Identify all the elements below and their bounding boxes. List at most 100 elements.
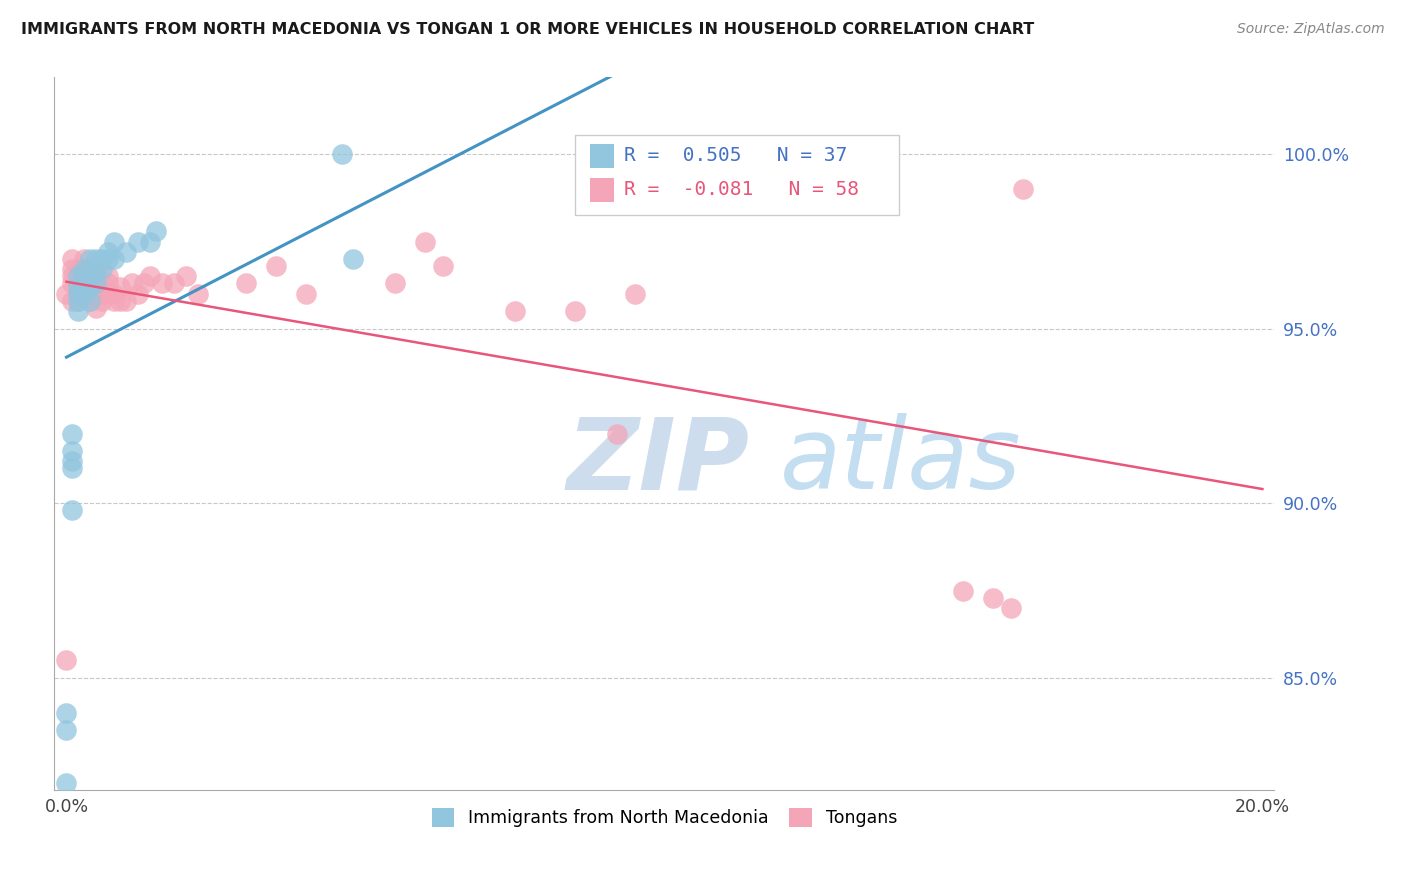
Point xyxy=(86,286,108,301)
Point xyxy=(134,277,156,291)
Point xyxy=(103,252,125,266)
Point xyxy=(67,293,90,308)
Point xyxy=(86,301,108,315)
Point xyxy=(127,286,149,301)
Point xyxy=(432,259,454,273)
Point xyxy=(73,252,96,266)
Point xyxy=(654,147,676,161)
Point xyxy=(97,252,120,266)
Point xyxy=(127,235,149,249)
Point xyxy=(62,444,84,458)
Point xyxy=(110,280,132,294)
Point xyxy=(67,277,90,291)
Point xyxy=(67,280,90,294)
Point xyxy=(55,653,77,667)
Point xyxy=(97,286,120,301)
Point xyxy=(139,235,162,249)
Point xyxy=(86,277,108,291)
Point xyxy=(91,286,114,301)
FancyBboxPatch shape xyxy=(575,135,898,215)
Text: Source: ZipAtlas.com: Source: ZipAtlas.com xyxy=(1237,22,1385,37)
Point xyxy=(79,277,101,291)
Point xyxy=(86,262,108,277)
Point xyxy=(150,277,173,291)
Point xyxy=(55,286,77,301)
Text: R =  -0.081   N = 58: R = -0.081 N = 58 xyxy=(624,180,859,200)
Point xyxy=(79,293,101,308)
Point xyxy=(163,277,186,291)
Point xyxy=(62,454,84,468)
Point xyxy=(62,262,84,277)
Point xyxy=(91,262,114,277)
Point xyxy=(187,286,209,301)
Point xyxy=(62,461,84,475)
Point xyxy=(86,269,108,284)
Point xyxy=(67,269,90,284)
Legend: Immigrants from North Macedonia, Tongans: Immigrants from North Macedonia, Tongans xyxy=(425,801,904,834)
Point xyxy=(79,269,101,284)
Point xyxy=(55,706,77,720)
Point xyxy=(62,277,84,291)
Point xyxy=(97,269,120,284)
Point xyxy=(1012,182,1035,196)
Point xyxy=(79,269,101,284)
Point xyxy=(91,277,114,291)
Point xyxy=(342,252,364,266)
Point xyxy=(564,304,586,318)
Point xyxy=(413,235,436,249)
Point xyxy=(1000,601,1022,615)
Point xyxy=(79,286,101,301)
Point xyxy=(73,262,96,277)
Point xyxy=(67,269,90,284)
Point xyxy=(55,775,77,789)
Point xyxy=(139,269,162,284)
Point xyxy=(97,244,120,259)
Point xyxy=(73,277,96,291)
Point xyxy=(67,286,90,301)
Point xyxy=(67,304,90,318)
Point xyxy=(91,252,114,266)
Point xyxy=(73,262,96,277)
Point xyxy=(73,277,96,291)
Point xyxy=(294,286,316,301)
Point xyxy=(73,269,96,284)
Point xyxy=(62,269,84,284)
Point xyxy=(67,293,90,308)
Point xyxy=(97,277,120,291)
Point xyxy=(62,426,84,441)
Point xyxy=(73,286,96,301)
Point xyxy=(235,277,257,291)
Text: R =  0.505   N = 37: R = 0.505 N = 37 xyxy=(624,145,848,164)
Point xyxy=(606,426,628,441)
Point xyxy=(115,244,138,259)
Point xyxy=(384,277,406,291)
Point xyxy=(91,293,114,308)
Point xyxy=(62,252,84,266)
Point xyxy=(121,277,143,291)
Point xyxy=(330,147,353,161)
Point xyxy=(79,280,101,294)
Point xyxy=(62,293,84,308)
Point xyxy=(503,304,526,318)
Point xyxy=(73,269,96,284)
Point xyxy=(952,583,974,598)
Point xyxy=(86,277,108,291)
Point xyxy=(62,503,84,517)
Point xyxy=(115,293,138,308)
Text: IMMIGRANTS FROM NORTH MACEDONIA VS TONGAN 1 OR MORE VEHICLES IN HOUSEHOLD CORREL: IMMIGRANTS FROM NORTH MACEDONIA VS TONGA… xyxy=(21,22,1035,37)
Point xyxy=(55,723,77,738)
Point xyxy=(86,252,108,266)
Point xyxy=(73,286,96,301)
Text: ZIP: ZIP xyxy=(567,414,749,510)
Point xyxy=(79,252,101,266)
Point xyxy=(103,293,125,308)
Point xyxy=(110,293,132,308)
Point xyxy=(981,591,1004,605)
Point xyxy=(67,262,90,277)
Point xyxy=(79,293,101,308)
Point xyxy=(145,224,167,238)
Point xyxy=(103,286,125,301)
Point xyxy=(67,286,90,301)
Point xyxy=(103,235,125,249)
Text: atlas: atlas xyxy=(780,414,1022,510)
